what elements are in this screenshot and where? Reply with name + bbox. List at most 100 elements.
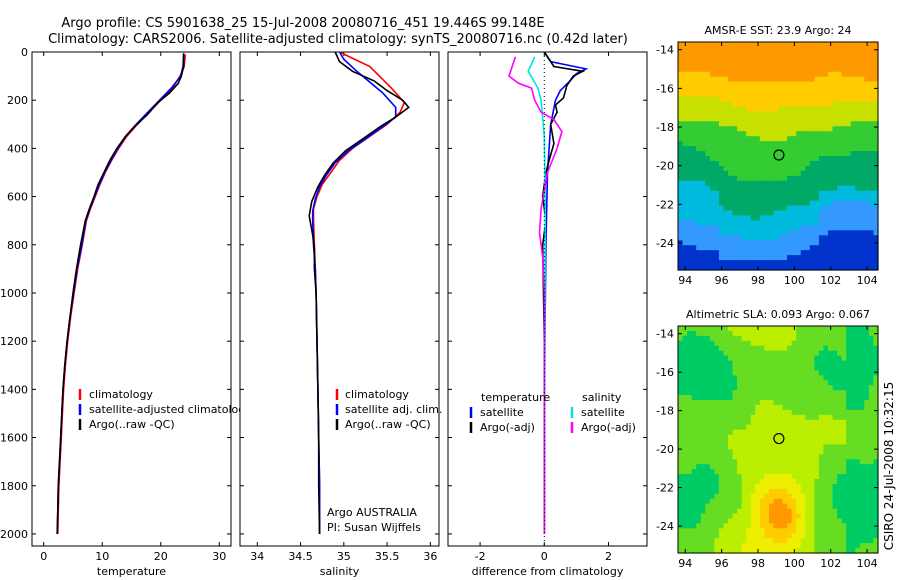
heatmap-cell bbox=[700, 260, 706, 266]
heatmap-cell bbox=[764, 51, 770, 58]
heatmap-cell bbox=[682, 220, 688, 226]
heatmap-cell bbox=[823, 409, 829, 416]
heatmap-cell bbox=[678, 146, 684, 152]
heatmap-cell bbox=[678, 205, 684, 212]
heatmap-cell bbox=[832, 533, 838, 539]
heatmap-cell bbox=[750, 345, 756, 352]
heatmap-cell bbox=[718, 200, 725, 207]
heatmap-cell bbox=[696, 195, 702, 202]
heatmap-cell bbox=[773, 56, 779, 63]
heatmap-cell bbox=[728, 51, 734, 58]
heatmap-cell bbox=[791, 483, 797, 490]
heatmap-cell bbox=[759, 508, 765, 515]
heatmap-cell bbox=[823, 235, 829, 241]
heatmap-cell bbox=[768, 225, 775, 231]
heatmap-cell bbox=[823, 464, 829, 470]
heatmap-cell bbox=[778, 360, 784, 367]
heatmap-cell bbox=[682, 240, 688, 246]
heatmap-cell bbox=[846, 326, 852, 332]
heatmap-cell bbox=[746, 424, 752, 431]
heatmap-cell bbox=[855, 404, 861, 411]
heatmap-cell bbox=[805, 493, 811, 500]
heatmap-cell bbox=[696, 260, 702, 266]
heatmap-cell bbox=[741, 508, 747, 515]
heatmap-cell bbox=[750, 375, 756, 381]
heatmap-cell bbox=[764, 395, 770, 401]
heatmap-cell bbox=[814, 429, 820, 436]
heatmap-cell bbox=[764, 483, 770, 490]
heatmap-cell bbox=[791, 523, 797, 529]
heatmap-cell bbox=[764, 330, 770, 337]
heatmap-cell bbox=[718, 141, 725, 147]
heatmap-cell bbox=[823, 146, 829, 152]
heatmap-cell bbox=[718, 464, 725, 470]
heatmap-cell bbox=[746, 400, 752, 406]
heatmap-cell bbox=[678, 230, 684, 236]
heatmap-cell bbox=[746, 170, 752, 177]
heatmap-cell bbox=[782, 513, 788, 520]
heatmap-cell bbox=[828, 235, 834, 241]
heatmap-cell bbox=[737, 42, 743, 48]
heatmap-cell bbox=[859, 160, 865, 167]
heatmap-cell bbox=[809, 250, 815, 256]
heatmap-cell bbox=[737, 449, 743, 455]
heatmap-cell bbox=[873, 160, 879, 167]
heatmap-cell bbox=[768, 165, 775, 172]
heatmap-cell bbox=[768, 250, 775, 256]
heatmap-cell bbox=[796, 424, 802, 431]
heatmap-cell bbox=[846, 116, 852, 122]
heatmap-cell bbox=[809, 538, 815, 544]
heatmap-cell bbox=[714, 508, 720, 515]
heatmap-cell bbox=[832, 474, 838, 480]
heatmap-cell bbox=[723, 429, 729, 436]
heatmap-cell bbox=[746, 414, 752, 421]
heatmap-cell bbox=[873, 71, 879, 78]
heatmap-cell bbox=[723, 464, 729, 470]
heatmap-cell bbox=[823, 220, 829, 226]
heatmap-cell bbox=[841, 414, 847, 421]
heatmap-cell bbox=[859, 326, 865, 332]
heatmap-cell bbox=[678, 395, 684, 401]
heatmap-cell bbox=[846, 365, 852, 372]
heatmap-cell bbox=[682, 151, 688, 157]
heatmap-cell bbox=[873, 380, 879, 386]
heatmap-cell bbox=[678, 200, 684, 207]
heatmap-cell bbox=[764, 42, 770, 48]
heatmap-cell bbox=[750, 230, 756, 236]
heatmap-cell bbox=[750, 260, 756, 266]
heatmap-cell bbox=[691, 91, 697, 98]
heatmap-cell bbox=[818, 81, 825, 88]
heatmap-cell bbox=[846, 409, 852, 416]
heatmap-cell bbox=[850, 508, 856, 515]
x-tick-label: 35 bbox=[337, 550, 351, 563]
heatmap-cell bbox=[868, 538, 875, 544]
heatmap-cell bbox=[791, 96, 797, 103]
heatmap-cell bbox=[837, 86, 843, 93]
heatmap-cell bbox=[737, 260, 743, 266]
heatmap-cell bbox=[732, 185, 738, 192]
heatmap-cell bbox=[859, 533, 865, 539]
heatmap-cell bbox=[814, 385, 820, 391]
heatmap-cell bbox=[723, 419, 729, 426]
heatmap-cell bbox=[800, 404, 806, 411]
heatmap-cell bbox=[850, 156, 856, 162]
map-title: AMSR-E SST: 23.9 Argo: 24 bbox=[704, 24, 851, 37]
heatmap-cell bbox=[718, 96, 725, 103]
legend-label: satellite-adjusted climatology bbox=[89, 403, 252, 416]
heatmap-cell bbox=[837, 101, 843, 108]
heatmap-cell bbox=[764, 180, 770, 187]
heatmap-cell bbox=[873, 225, 879, 231]
heatmap-cell bbox=[832, 245, 838, 251]
heatmap-cell bbox=[746, 131, 752, 137]
heatmap-cell bbox=[714, 434, 720, 441]
heatmap-cell bbox=[846, 61, 852, 68]
heatmap-cell bbox=[718, 493, 725, 500]
heatmap-cell bbox=[718, 513, 725, 520]
heatmap-cell bbox=[678, 375, 684, 381]
heatmap-cell bbox=[691, 469, 697, 475]
heatmap-cell bbox=[791, 340, 797, 347]
heatmap-cell bbox=[737, 136, 743, 142]
heatmap-cell bbox=[850, 91, 856, 98]
heatmap-cell bbox=[782, 116, 788, 122]
heatmap-cell bbox=[859, 131, 865, 137]
